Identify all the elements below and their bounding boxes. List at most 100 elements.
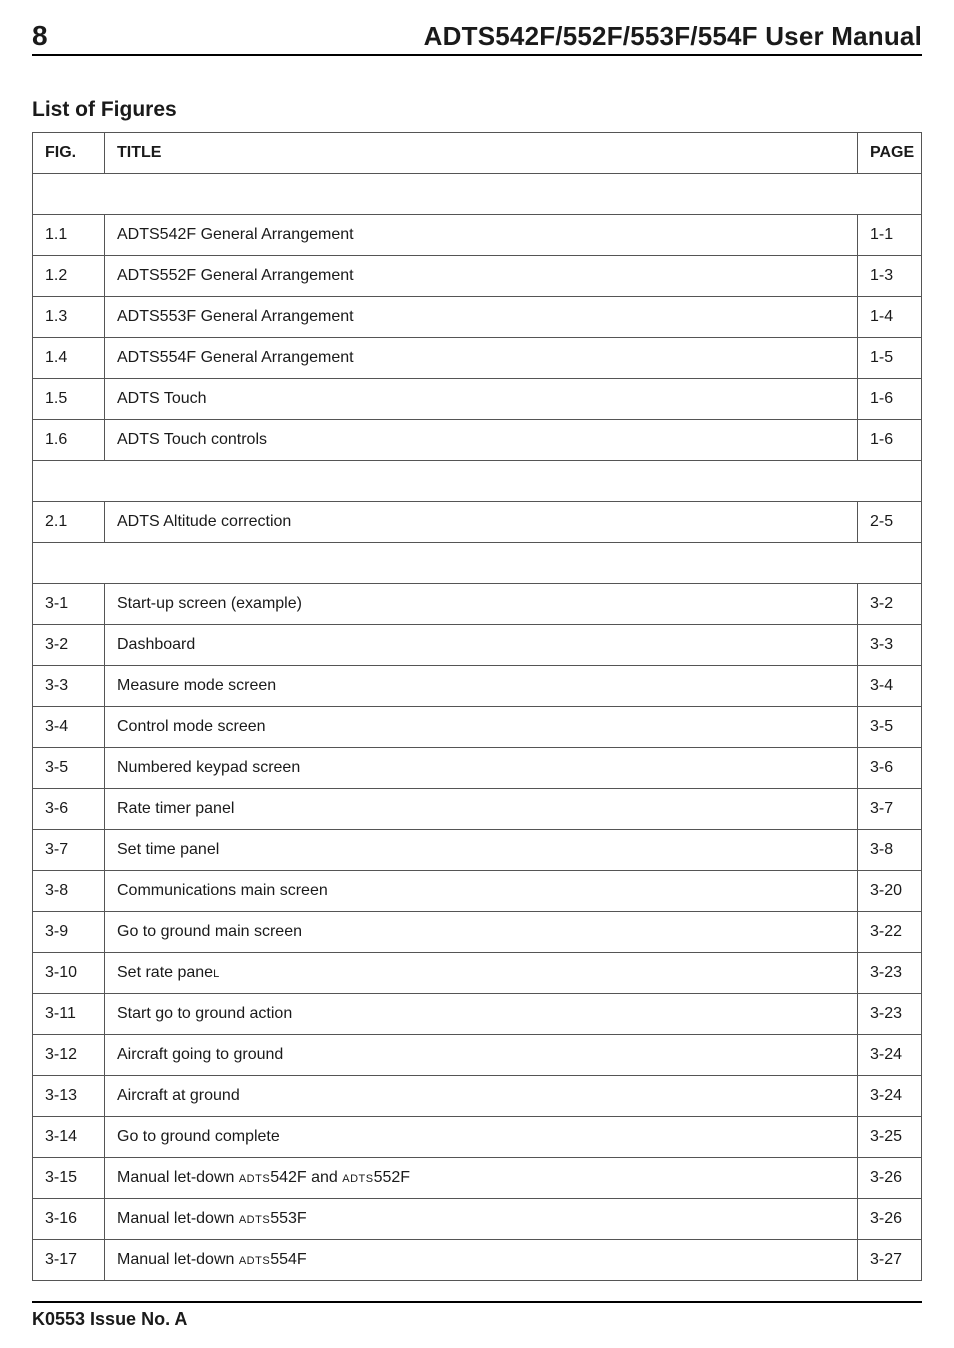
cell-fig: 1.1: [33, 215, 105, 256]
cell-fig: 3-13: [33, 1076, 105, 1117]
manual-title: ADTS542F/552F/553F/554F User Manual: [424, 21, 922, 52]
spacer-cell: [33, 461, 922, 502]
cell-fig: 2.1: [33, 502, 105, 543]
cell-fig: 3-14: [33, 1117, 105, 1158]
cell-fig: 3-2: [33, 625, 105, 666]
footer-issue: K0553 Issue No. A: [32, 1309, 922, 1330]
cell-fig: 3-12: [33, 1035, 105, 1076]
cell-fig: 3-5: [33, 748, 105, 789]
table-row: 3-14Go to ground complete3-25: [33, 1117, 922, 1158]
table-row: 3-7Set time panel3-8: [33, 830, 922, 871]
header-row: 8 ADTS542F/552F/553F/554F User Manual: [32, 20, 922, 56]
cell-title: Measure mode screen: [105, 666, 858, 707]
table-row: 3-4Control mode screen3-5: [33, 707, 922, 748]
spacer-cell: [33, 543, 922, 584]
section-title: List of Figures: [32, 98, 922, 122]
cell-fig: 1.5: [33, 379, 105, 420]
cell-fig: 1.3: [33, 297, 105, 338]
table-row: 3-13Aircraft at ground3-24: [33, 1076, 922, 1117]
table-row: 1.4ADTS554F General Arrangement1-5: [33, 338, 922, 379]
table-row: 3-12Aircraft going to ground3-24: [33, 1035, 922, 1076]
footer-area: K0553 Issue No. A: [32, 1301, 922, 1330]
cell-page: 3-25: [858, 1117, 922, 1158]
cell-fig: 3-15: [33, 1158, 105, 1199]
cell-title: ADTS Altitude correction: [105, 502, 858, 543]
cell-title: Aircraft at ground: [105, 1076, 858, 1117]
table-row: 3-1Start-up screen (example)3-2: [33, 584, 922, 625]
cell-page: 3-22: [858, 912, 922, 953]
table-row: 3-6Rate timer panel3-7: [33, 789, 922, 830]
cell-title: Dashboard: [105, 625, 858, 666]
cell-page: 3-6: [858, 748, 922, 789]
cell-title: ADTS552F General Arrangement: [105, 256, 858, 297]
cell-fig: 3-17: [33, 1240, 105, 1281]
cell-title: Aircraft going to ground: [105, 1035, 858, 1076]
table-row: 3-9Go to ground main screen3-22: [33, 912, 922, 953]
cell-title: ADTS Touch controls: [105, 420, 858, 461]
cell-page: 3-20: [858, 871, 922, 912]
cell-fig: 1.6: [33, 420, 105, 461]
table-row: 3-2Dashboard3-3: [33, 625, 922, 666]
cell-page: 1-1: [858, 215, 922, 256]
table-spacer-row: [33, 461, 922, 502]
cell-page: 3-23: [858, 994, 922, 1035]
table-row: 3-17Manual let-down ADTS554F3-27: [33, 1240, 922, 1281]
cell-title: Set rate paneL: [105, 953, 858, 994]
table-row: 1.1ADTS542F General Arrangement1-1: [33, 215, 922, 256]
cell-title: ADTS542F General Arrangement: [105, 215, 858, 256]
cell-page: 3-27: [858, 1240, 922, 1281]
table-row: 3-10Set rate paneL3-23: [33, 953, 922, 994]
cell-page: 3-26: [858, 1158, 922, 1199]
figures-table: FIG. TITLE PAGE 1.1ADTS542F General Arra…: [32, 132, 922, 1281]
cell-page: 3-8: [858, 830, 922, 871]
col-header-title: TITLE: [105, 133, 858, 174]
table-spacer-row: [33, 174, 922, 215]
table-row: 2.1ADTS Altitude correction2-5: [33, 502, 922, 543]
cell-title: Start go to ground action: [105, 994, 858, 1035]
cell-title: Numbered keypad screen: [105, 748, 858, 789]
cell-fig: 3-8: [33, 871, 105, 912]
cell-page: 3-7: [858, 789, 922, 830]
table-spacer-row: [33, 543, 922, 584]
table-row: 3-3Measure mode screen3-4: [33, 666, 922, 707]
cell-fig: 3-3: [33, 666, 105, 707]
col-header-fig: FIG.: [33, 133, 105, 174]
cell-title: ADTS553F General Arrangement: [105, 297, 858, 338]
cell-title: Manual let-down ADTS542F and ADTS552F: [105, 1158, 858, 1199]
cell-title: Communications main screen: [105, 871, 858, 912]
cell-title: Go to ground complete: [105, 1117, 858, 1158]
cell-title: Go to ground main screen: [105, 912, 858, 953]
cell-fig: 3-11: [33, 994, 105, 1035]
cell-page: 3-5: [858, 707, 922, 748]
cell-page: 1-3: [858, 256, 922, 297]
table-row: 3-15Manual let-down ADTS542F and ADTS552…: [33, 1158, 922, 1199]
cell-page: 2-5: [858, 502, 922, 543]
table-row: 1.6ADTS Touch controls1-6: [33, 420, 922, 461]
table-row: 3-5Numbered keypad screen3-6: [33, 748, 922, 789]
cell-page: 1-6: [858, 420, 922, 461]
table-row: 1.3ADTS553F General Arrangement1-4: [33, 297, 922, 338]
cell-page: 3-4: [858, 666, 922, 707]
cell-title: Manual let-down ADTS554F: [105, 1240, 858, 1281]
cell-page: 3-23: [858, 953, 922, 994]
page-number: 8: [32, 20, 48, 52]
cell-page: 1-5: [858, 338, 922, 379]
table-header-row: FIG. TITLE PAGE: [33, 133, 922, 174]
cell-fig: 3-1: [33, 584, 105, 625]
cell-title: ADTS Touch: [105, 379, 858, 420]
col-header-page: PAGE: [858, 133, 922, 174]
cell-fig: 3-16: [33, 1199, 105, 1240]
spacer-cell: [33, 174, 922, 215]
cell-title: Control mode screen: [105, 707, 858, 748]
cell-fig: 3-9: [33, 912, 105, 953]
cell-title: Set time panel: [105, 830, 858, 871]
page: 8 ADTS542F/552F/553F/554F User Manual Li…: [0, 0, 954, 1348]
cell-fig: 3-4: [33, 707, 105, 748]
cell-page: 3-26: [858, 1199, 922, 1240]
cell-fig: 3-6: [33, 789, 105, 830]
cell-title: ADTS554F General Arrangement: [105, 338, 858, 379]
table-row: 1.5ADTS Touch1-6: [33, 379, 922, 420]
cell-fig: 3-7: [33, 830, 105, 871]
cell-title: Rate timer panel: [105, 789, 858, 830]
table-row: 1.2ADTS552F General Arrangement1-3: [33, 256, 922, 297]
